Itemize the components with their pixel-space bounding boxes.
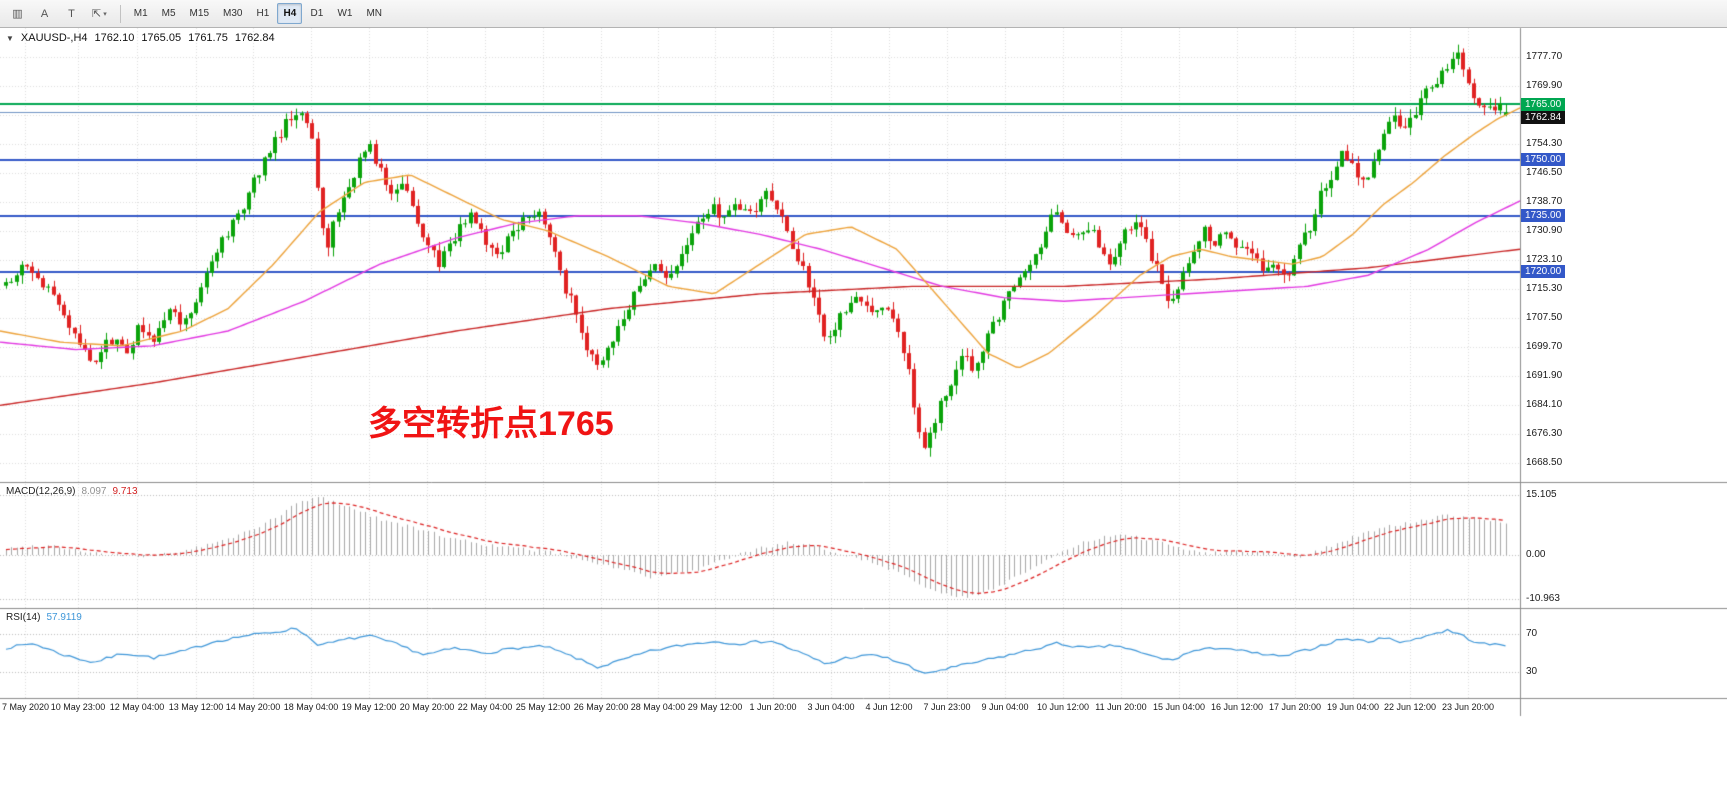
collapse-triangle-icon[interactable]: ▼ [6, 33, 14, 43]
symbol-ohlc-line: ▼ XAUUSD-,H4 1762.10 1765.05 1761.75 176… [6, 32, 275, 44]
timeframe-button-MN[interactable]: MN [366, 8, 383, 19]
timeframe-button-M30[interactable]: M30 [223, 8, 243, 19]
time-axis-label: 29 May 12:00 [687, 702, 743, 712]
time-axis-label: 20 May 20:00 [399, 702, 455, 712]
toolbar-icon-group: ▥ A T ⇱ ▾ [4, 3, 114, 24]
toolbar-separator [119, 4, 121, 23]
price-scale-label: 1668.50 [1526, 457, 1563, 468]
macd-scale-label: 0.00 [1526, 549, 1546, 560]
price-scale-label: 1691.90 [1526, 370, 1563, 381]
high-value: 1765.05 [141, 32, 182, 44]
text-label-icon[interactable]: A [40, 7, 49, 20]
price-scale-label: 1699.70 [1526, 341, 1563, 352]
time-axis-label: 7 May 2020 [2, 702, 50, 712]
close-value: 1762.84 [234, 32, 275, 44]
macd-header: MACD(12,26,9) 8.097 9.713 [6, 486, 138, 497]
rsi-label: RSI(14) [6, 612, 41, 623]
text-frame-icon[interactable]: T [68, 7, 75, 20]
timeframe-button-H4[interactable]: H4 [277, 3, 303, 24]
macd-scale-label: -10.963 [1526, 592, 1560, 604]
price-scale-label: 1777.70 [1526, 51, 1563, 62]
time-axis-label: 19 Jun 04:00 [1326, 702, 1380, 712]
price-scale-label: 1738.70 [1526, 196, 1563, 207]
time-axis-label: 17 Jun 20:00 [1268, 702, 1322, 712]
price-tag-1750.00: 1750.00 [1521, 153, 1566, 167]
chart-annotation-text[interactable]: 多空转折点1765 [368, 405, 614, 443]
price-scale-label: 1707.50 [1526, 312, 1563, 323]
timeframe-button-D1[interactable]: D1 [310, 8, 324, 19]
time-axis-label: 9 Jun 04:00 [981, 702, 1029, 712]
price-tag-1720.00: 1720.00 [1521, 265, 1566, 279]
price-tag-1762.84: 1762.84 [1521, 110, 1566, 124]
rsi-header: RSI(14) 57.9119 [6, 612, 82, 623]
price-scale-label: 1746.50 [1526, 167, 1563, 178]
timeframe-button-W1[interactable]: W1 [337, 8, 353, 19]
rsi-value: 57.9119 [46, 612, 82, 623]
low-value: 1761.75 [188, 32, 228, 44]
time-axis-label: 13 May 12:00 [168, 702, 224, 712]
price-scale-label: 1730.90 [1526, 225, 1563, 236]
time-axis-label: 7 Jun 23:00 [923, 702, 971, 712]
time-axis-label: 3 Jun 04:00 [807, 702, 855, 712]
time-axis-label: 16 Jun 12:00 [1210, 702, 1264, 712]
price-tag-1765.00: 1765.00 [1521, 97, 1566, 111]
timeframe-button-M15[interactable]: M15 [189, 8, 209, 19]
price-scale-label: 1754.30 [1526, 138, 1563, 149]
macd-scale-label: 15.105 [1526, 488, 1557, 500]
timeframe-button-M5[interactable]: M5 [161, 8, 176, 19]
time-axis-label: 11 Jun 20:00 [1095, 702, 1147, 712]
macd-label: MACD(12,26,9) [6, 486, 76, 497]
drawing-tools-icon[interactable]: ⇱ ▾ [92, 8, 107, 20]
timeframe-group: M1 M5 M15 M30 H1 H4 D1 W1 MN [127, 3, 389, 24]
price-scale-label: 1676.30 [1526, 428, 1563, 439]
price-scale-label: 1715.30 [1526, 283, 1563, 294]
open-value: 1762.10 [94, 32, 135, 44]
timeframe-button-H1[interactable]: H1 [256, 8, 270, 19]
time-axis-label: 4 Jun 12:00 [865, 702, 913, 712]
time-axis-label: 1 Jun 20:00 [749, 702, 797, 712]
time-axis-label: 15 Jun 04:00 [1152, 702, 1206, 712]
dropdown-caret-icon: ▾ [103, 10, 107, 18]
rsi-scale-label: 30 [1526, 666, 1538, 677]
time-axis-label: 12 May 04:00 [109, 702, 165, 712]
rsi-scale-label: 70 [1526, 628, 1538, 639]
chart-window-icon[interactable]: ▥ [12, 8, 23, 20]
time-axis-label: 18 May 04:00 [283, 702, 339, 712]
time-axis-label: 14 May 20:00 [225, 702, 281, 712]
time-axis-label: 10 May 23:00 [50, 702, 106, 712]
time-axis-label: 22 Jun 12:00 [1383, 702, 1437, 712]
time-axis-label: 25 May 12:00 [515, 702, 571, 712]
price-scale-label: 1684.10 [1526, 399, 1563, 410]
time-axis-label: 19 May 12:00 [341, 702, 397, 712]
time-axis-label: 23 Jun 20:00 [1441, 702, 1495, 712]
time-axis-label: 28 May 04:00 [630, 702, 686, 712]
symbol-period-label: XAUUSD-,H4 [20, 32, 88, 44]
timeframe-button-M1[interactable]: M1 [133, 8, 148, 19]
time-axis-label: 10 Jun 12:00 [1036, 702, 1090, 712]
macd-signal-value: 9.713 [112, 486, 138, 497]
price-scale-label: 1723.10 [1526, 254, 1563, 265]
time-axis-label: 26 May 20:00 [573, 702, 629, 712]
price-scale-label: 1769.90 [1526, 80, 1563, 91]
toolbar: ▥ A T ⇱ ▾ M1 M5 M15 M30 H1 H4 D1 W1 MN [0, 0, 1727, 28]
price-tag-1735.00: 1735.00 [1521, 209, 1566, 223]
macd-main-value: 8.097 [81, 486, 107, 497]
time-axis-label: 22 May 04:00 [457, 702, 513, 712]
